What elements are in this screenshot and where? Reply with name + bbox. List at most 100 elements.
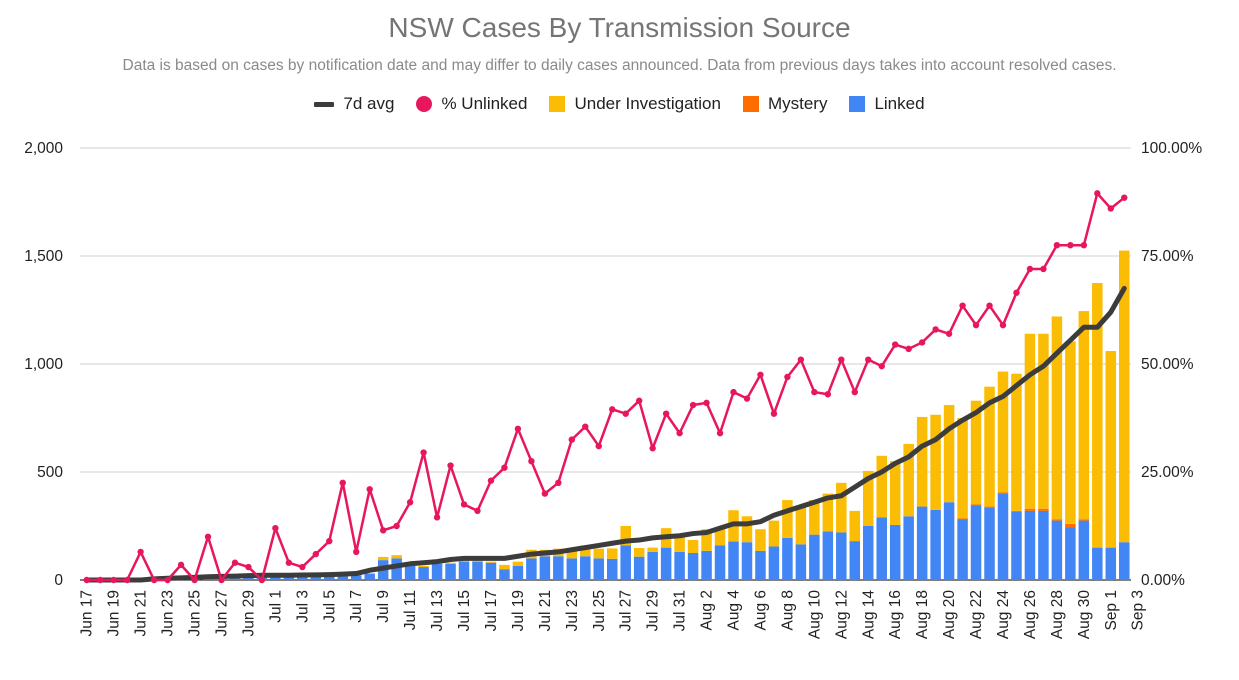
bar-under-investigation xyxy=(377,556,389,561)
legend-label-7d-avg: 7d avg xyxy=(343,94,395,113)
x-tick-label: Jul 3 xyxy=(294,590,311,623)
bar-linked xyxy=(984,507,995,580)
point-unlinked xyxy=(177,561,185,569)
bar-linked xyxy=(337,575,349,580)
y-left-tick-label: 1,500 xyxy=(24,248,63,265)
bar-linked xyxy=(768,546,780,580)
bar-mystery xyxy=(970,504,982,506)
x-tick-label: Aug 26 xyxy=(1022,590,1039,639)
point-unlinked xyxy=(568,436,576,443)
y-right-tick-label: 0.00% xyxy=(1141,572,1185,589)
x-tick-label: Jun 27 xyxy=(213,590,230,637)
bar-linked xyxy=(957,519,968,580)
x-tick-label: Aug 6 xyxy=(752,590,769,631)
bar-under-investigation xyxy=(580,545,591,557)
legend-item-under-investigation[interactable]: Under Investigation xyxy=(549,94,721,114)
point-unlinked xyxy=(258,576,266,584)
point-unlinked xyxy=(689,401,697,409)
chart-legend: 7d avg % Unlinked Under Investigation My… xyxy=(0,94,1239,114)
x-tick-label: Jun 25 xyxy=(187,590,204,637)
point-unlinked xyxy=(447,462,454,469)
bar-linked xyxy=(431,563,443,580)
point-unlinked xyxy=(1013,289,1020,296)
point-unlinked xyxy=(878,362,885,370)
bar-under-investigation xyxy=(445,562,456,564)
point-unlinked xyxy=(703,399,710,407)
legend-label-mystery: Mystery xyxy=(767,94,828,113)
x-tick-label: Aug 14 xyxy=(860,590,877,640)
bar-linked xyxy=(1024,510,1036,580)
point-unlinked xyxy=(393,522,400,530)
bar-under-investigation xyxy=(606,548,618,559)
bar-mystery xyxy=(984,506,995,508)
x-tick-label: Jul 17 xyxy=(483,590,500,631)
x-tick-label: Jul 29 xyxy=(645,590,662,631)
bar-linked xyxy=(930,509,941,580)
point-unlinked xyxy=(514,425,522,432)
x-tick-label: Jun 17 xyxy=(79,590,96,637)
bar-under-investigation xyxy=(499,564,510,570)
point-unlinked xyxy=(245,563,252,571)
bar-linked xyxy=(795,544,807,580)
bar-under-investigation xyxy=(889,461,901,525)
bar-mystery xyxy=(1065,523,1076,528)
x-tick-label: Jun 23 xyxy=(160,590,177,637)
bar-linked xyxy=(876,517,887,580)
point-unlinked xyxy=(609,406,616,413)
bar-mystery xyxy=(1038,508,1049,511)
x-tick-label: Aug 4 xyxy=(726,590,743,631)
bar-linked xyxy=(1092,547,1103,580)
legend-item-7d-avg[interactable]: 7d avg xyxy=(314,94,394,114)
bar-linked xyxy=(997,493,1009,580)
bar-mystery xyxy=(1078,519,1090,521)
bar-linked xyxy=(943,502,955,580)
bar-linked xyxy=(310,575,322,580)
bar-under-investigation xyxy=(930,414,941,510)
bar-under-investigation xyxy=(741,516,753,543)
legend-item-mystery[interactable]: Mystery xyxy=(742,94,828,114)
bar-under-investigation xyxy=(822,493,834,532)
line-7d-avg xyxy=(84,285,1127,583)
point-unlinked xyxy=(97,576,104,584)
point-unlinked xyxy=(582,423,589,430)
bar-mystery xyxy=(957,518,968,520)
x-tick-label: Aug 10 xyxy=(806,590,823,640)
bar-linked xyxy=(485,562,497,580)
bar-under-investigation xyxy=(903,443,914,517)
bar-linked xyxy=(1105,547,1117,580)
legend-swatch-7d-avg xyxy=(314,101,335,107)
bar-under-investigation xyxy=(1119,250,1130,543)
bar-linked xyxy=(418,567,429,580)
legend-item-unlinked[interactable]: % Unlinked xyxy=(416,94,527,114)
bar-under-investigation xyxy=(391,555,402,559)
y-right-tick-label: 75.00% xyxy=(1141,248,1194,265)
point-unlinked xyxy=(959,302,966,309)
point-unlinked xyxy=(757,371,764,378)
bar-under-investigation xyxy=(1038,333,1049,509)
x-tick-label: Jul 27 xyxy=(618,590,635,631)
point-unlinked xyxy=(474,507,481,515)
bar-linked xyxy=(364,573,375,580)
point-unlinked xyxy=(204,533,212,540)
point-unlinked xyxy=(865,356,872,363)
bar-linked xyxy=(539,556,551,580)
bar-under-investigation xyxy=(1092,283,1103,548)
point-unlinked xyxy=(635,397,643,404)
legend-item-linked[interactable]: Linked xyxy=(849,94,925,114)
x-tick-label: Jul 25 xyxy=(591,590,608,631)
bar-under-investigation xyxy=(647,547,658,552)
bar-linked xyxy=(553,556,564,580)
y-left-tick-label: 2,000 xyxy=(24,140,63,157)
bar-linked xyxy=(445,563,456,580)
bar-linked xyxy=(404,565,416,580)
point-unlinked xyxy=(433,514,441,521)
point-unlinked xyxy=(662,410,670,417)
point-unlinked xyxy=(595,442,602,450)
point-unlinked xyxy=(743,395,751,402)
point-unlinked xyxy=(716,429,724,437)
point-unlinked xyxy=(339,479,346,486)
bar-linked xyxy=(822,531,834,580)
legend-swatch-under-investigation xyxy=(549,96,566,112)
point-unlinked xyxy=(986,302,993,309)
bar-under-investigation xyxy=(849,510,861,542)
